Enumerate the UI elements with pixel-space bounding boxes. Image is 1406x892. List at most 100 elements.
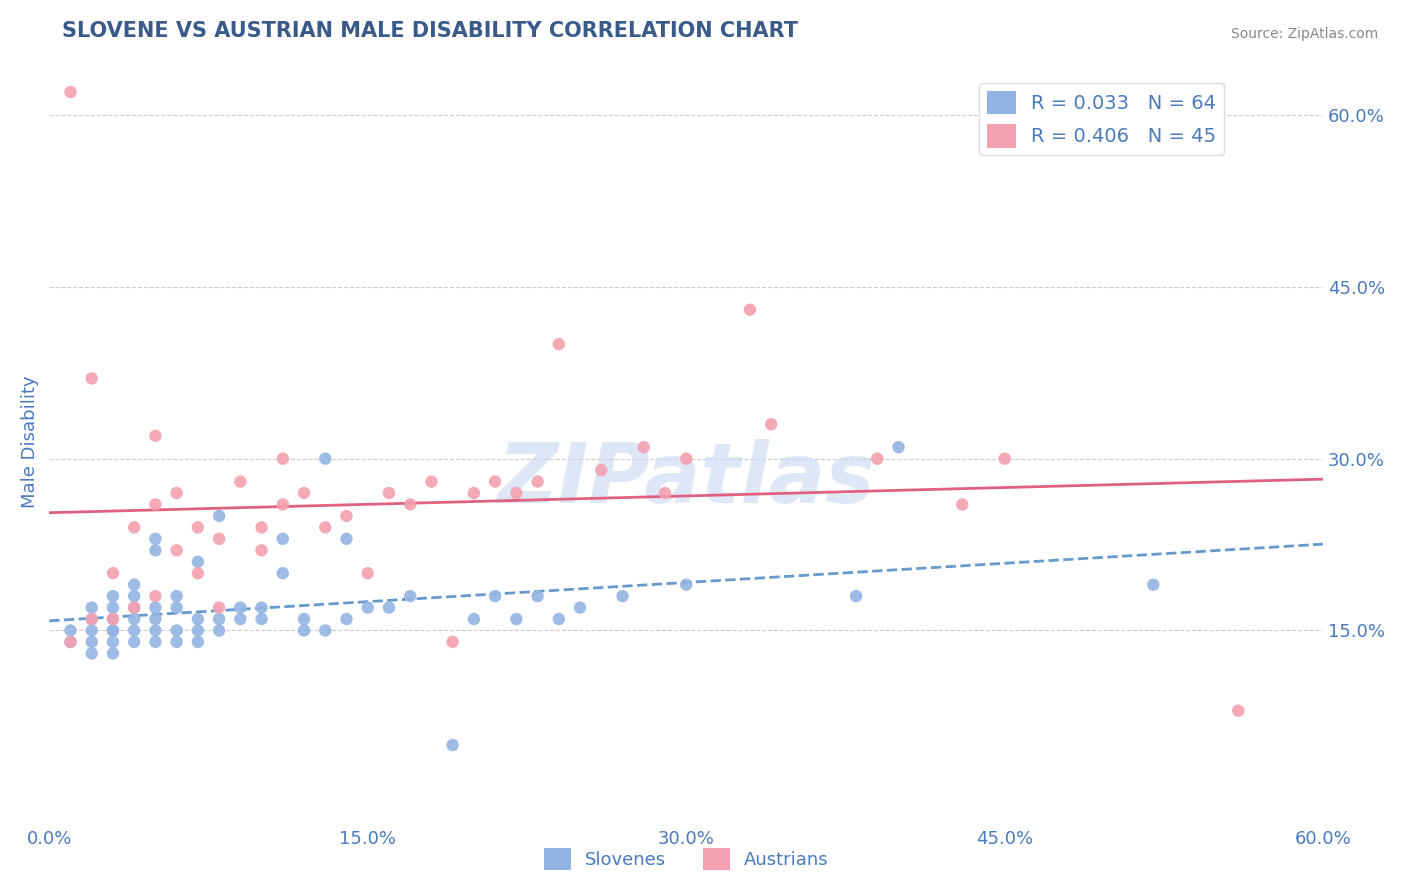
Point xyxy=(80,612,103,626)
Point xyxy=(463,486,485,500)
Point xyxy=(145,589,167,603)
Point xyxy=(208,612,231,626)
Point xyxy=(208,508,231,523)
Point xyxy=(59,624,82,638)
Text: ZIPatlas: ZIPatlas xyxy=(498,440,875,520)
Point xyxy=(759,417,782,432)
Point xyxy=(441,738,464,752)
Point xyxy=(463,612,485,626)
Point xyxy=(1142,577,1164,591)
Point xyxy=(314,451,336,466)
Point xyxy=(145,600,167,615)
Point xyxy=(145,428,167,442)
Point xyxy=(145,612,167,626)
Point xyxy=(271,451,294,466)
Point xyxy=(145,498,167,512)
Point xyxy=(166,486,188,500)
Point xyxy=(80,624,103,638)
Point xyxy=(229,475,252,489)
Point xyxy=(59,635,82,649)
Point xyxy=(229,612,252,626)
Point xyxy=(80,647,103,661)
Point xyxy=(166,543,188,558)
Point xyxy=(292,624,315,638)
Point xyxy=(122,589,145,603)
Point xyxy=(887,440,910,454)
Point xyxy=(250,612,273,626)
Point xyxy=(357,600,380,615)
Point xyxy=(399,589,422,603)
Point xyxy=(271,566,294,581)
Point xyxy=(654,486,676,500)
Point xyxy=(505,612,527,626)
Point xyxy=(122,600,145,615)
Point xyxy=(166,589,188,603)
Point xyxy=(187,520,209,534)
Point xyxy=(101,612,124,626)
Point xyxy=(101,624,124,638)
Point xyxy=(250,600,273,615)
Text: SLOVENE VS AUSTRIAN MALE DISABILITY CORRELATION CHART: SLOVENE VS AUSTRIAN MALE DISABILITY CORR… xyxy=(62,21,799,41)
Point xyxy=(378,486,401,500)
Point xyxy=(208,600,231,615)
Point xyxy=(122,520,145,534)
Point xyxy=(675,577,697,591)
Point xyxy=(101,566,124,581)
Point xyxy=(122,577,145,591)
Point xyxy=(526,475,548,489)
Point xyxy=(101,612,124,626)
Point xyxy=(845,589,868,603)
Point xyxy=(271,498,294,512)
Point xyxy=(399,498,422,512)
Point xyxy=(122,624,145,638)
Point xyxy=(250,520,273,534)
Point xyxy=(187,566,209,581)
Point xyxy=(187,555,209,569)
Point xyxy=(166,635,188,649)
Point xyxy=(166,624,188,638)
Point xyxy=(357,566,380,581)
Point xyxy=(166,600,188,615)
Point xyxy=(59,85,82,99)
Point xyxy=(101,624,124,638)
Point xyxy=(633,440,655,454)
Point xyxy=(292,612,315,626)
Text: Source: ZipAtlas.com: Source: ZipAtlas.com xyxy=(1230,27,1378,41)
Point xyxy=(484,475,506,489)
Point xyxy=(145,624,167,638)
Y-axis label: Male Disability: Male Disability xyxy=(21,376,39,508)
Point xyxy=(994,451,1017,466)
Point xyxy=(335,532,357,546)
Point xyxy=(250,543,273,558)
Point xyxy=(441,635,464,649)
Point xyxy=(591,463,613,477)
Point xyxy=(187,612,209,626)
Point xyxy=(484,589,506,603)
Point xyxy=(101,600,124,615)
Point xyxy=(569,600,592,615)
Point xyxy=(675,451,697,466)
Point xyxy=(145,543,167,558)
Point xyxy=(378,600,401,615)
Point xyxy=(738,302,761,317)
Point xyxy=(335,612,357,626)
Point xyxy=(122,612,145,626)
Point xyxy=(335,508,357,523)
Point xyxy=(122,635,145,649)
Point xyxy=(229,600,252,615)
Point xyxy=(950,498,973,512)
Point xyxy=(80,600,103,615)
Point xyxy=(547,337,569,351)
Point xyxy=(866,451,889,466)
Point xyxy=(145,532,167,546)
Point xyxy=(80,371,103,385)
Point xyxy=(101,647,124,661)
Point xyxy=(271,532,294,546)
Point xyxy=(526,589,548,603)
Point xyxy=(101,635,124,649)
Point xyxy=(1227,704,1250,718)
Point xyxy=(208,532,231,546)
Point xyxy=(80,612,103,626)
Point xyxy=(187,635,209,649)
Point xyxy=(187,624,209,638)
